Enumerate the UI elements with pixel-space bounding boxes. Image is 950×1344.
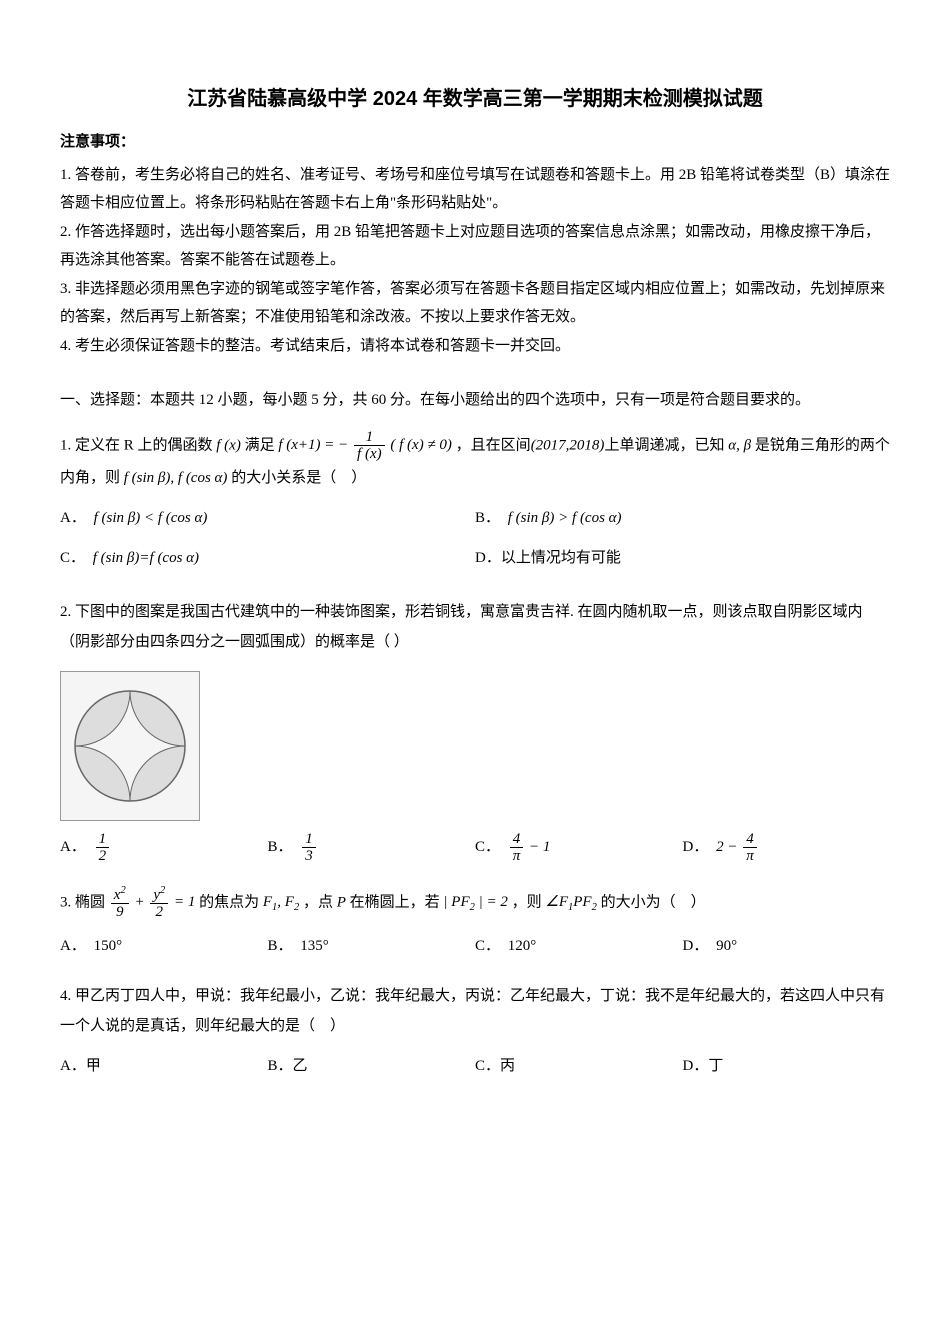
q3-opt-d: D． 90° — [683, 931, 891, 961]
notice-2: 2. 作答选择题时，选出每小题答案后，用 2B 铅笔把答题卡上对应题目选项的答案… — [60, 218, 890, 275]
q1-opt-c-label: C． — [60, 550, 85, 566]
q2-options: A． 12 B． 13 C． 4π − 1 D． 2 − 4π — [60, 831, 890, 871]
q4-opt-d: D．丁 — [683, 1051, 891, 1081]
q1-opt-a: A． f (sin β) < f (cos α) — [60, 503, 475, 533]
q3-opt-d-val: 90° — [716, 938, 737, 954]
q1-interval: (2017,2018) — [531, 437, 605, 453]
q3-opt-b-val: 135° — [300, 938, 329, 954]
q1-fcomp: f (sin β), f (cos α) — [124, 470, 228, 486]
q2-opt-b-label: B． — [268, 839, 293, 855]
q1-fx: f (x) — [216, 437, 241, 453]
q3-mid1: 的焦点为 — [199, 894, 263, 910]
section-1-header: 一、选择题：本题共 12 小题，每小题 5 分，共 60 分。在每小题给出的四个… — [60, 386, 890, 415]
q1-prefix: 1. 定义在 R 上的偶函数 — [60, 437, 216, 453]
q4-text: 4. 甲乙丙丁四人中，甲说：我年纪最小，乙说：我年纪最大，丙说：乙年纪最大，丁说… — [60, 981, 890, 1041]
q1-eq: f (x+1) = − 1f (x) ( f (x) ≠ 0) — [278, 437, 455, 453]
q3-opt-a: A． 150° — [60, 931, 268, 961]
q1-mid3: 上单调递减，已知 — [604, 437, 724, 453]
q3-pf2: | PF2 | = 2 — [443, 894, 507, 910]
question-2: 2. 下图中的图案是我国古代建筑中的一种装饰图案，形若铜钱，寓意富贵吉祥. 在圆… — [60, 597, 890, 871]
q3-opt-b-label: B． — [268, 938, 293, 954]
q3-opt-a-val: 150° — [94, 938, 123, 954]
question-1: 1. 定义在 R 上的偶函数 f (x) 满足 f (x+1) = − 1f (… — [60, 429, 890, 583]
q1-mid5: 的大小关系是（ ） — [227, 470, 366, 486]
q3-angle: ∠F1PF2 — [545, 894, 596, 910]
q3-ellipse: x29 + y22 = 1 — [109, 894, 199, 910]
q1-mid2: ，且在区间 — [456, 437, 531, 453]
q2-text: 2. 下图中的图案是我国古代建筑中的一种装饰图案，形若铜钱，寓意富贵吉祥. 在圆… — [60, 597, 890, 657]
q2-opt-a-math: 12 — [96, 831, 110, 865]
q3-mid3: 在椭圆上，若 — [350, 894, 440, 910]
q3-opt-c-label: C． — [475, 938, 500, 954]
q2-opt-c: C． 4π − 1 — [475, 831, 683, 865]
q3-prefix: 3. 椭圆 — [60, 894, 109, 910]
q2-opt-c-math: 4π − 1 — [508, 839, 551, 855]
q3-foci: F1, F2 — [263, 894, 299, 910]
q2-opt-a: A． 12 — [60, 831, 268, 865]
q1-ab: α, β — [724, 437, 754, 453]
q4-opt-b: B．乙 — [268, 1051, 476, 1081]
q3-opt-b: B． 135° — [268, 931, 476, 961]
q1-opt-d-label: D．以上情况均有可能 — [475, 550, 621, 566]
q1-opt-b: B． f (sin β) > f (cos α) — [475, 503, 890, 533]
q3-mid2: ，点 — [303, 894, 337, 910]
notice-1: 1. 答卷前，考生务必将自己的姓名、准考证号、考场号和座位号填写在试题卷和答题卡… — [60, 161, 890, 218]
q1-options: A． f (sin β) < f (cos α) B． f (sin β) > … — [60, 503, 890, 583]
q3-mid4: ，则 — [512, 894, 542, 910]
q3-opt-a-label: A． — [60, 938, 86, 954]
q4-options: A．甲 B．乙 C．丙 D．丁 — [60, 1051, 890, 1087]
q1-opt-d: D．以上情况均有可能 — [475, 543, 890, 573]
q4-opt-c: C．丙 — [475, 1051, 683, 1081]
question-3: 3. 椭圆 x29 + y22 = 1 的焦点为 F1, F2 ，点 P 在椭圆… — [60, 885, 890, 967]
q2-opt-a-label: A． — [60, 839, 86, 855]
q3-opt-c: C． 120° — [475, 931, 683, 961]
q1-opt-a-label: A． — [60, 510, 86, 526]
q2-figure — [60, 671, 200, 821]
q3-p: P — [337, 894, 346, 910]
q2-opt-d-label: D． — [683, 839, 709, 855]
q2-opt-c-label: C． — [475, 839, 500, 855]
notice-header: 注意事项： — [60, 128, 890, 157]
q1-opt-c: C． f (sin β)=f (cos α) — [60, 543, 475, 573]
q3-mid5: 的大小为（ ） — [601, 894, 706, 910]
q1-opt-b-math: f (sin β) > f (cos α) — [508, 510, 622, 526]
q2-opt-d-math: 2 − 4π — [716, 839, 759, 855]
q2-opt-b: B． 13 — [268, 831, 476, 865]
q3-opt-d-label: D． — [683, 938, 709, 954]
q2-opt-b-math: 13 — [302, 831, 316, 865]
q1-mid1: 满足 — [245, 437, 279, 453]
q3-opt-c-val: 120° — [508, 938, 537, 954]
q4-opt-a: A．甲 — [60, 1051, 268, 1081]
q1-opt-c-math: f (sin β)=f (cos α) — [93, 550, 199, 566]
q2-opt-d: D． 2 − 4π — [683, 831, 891, 865]
q3-options: A． 150° B． 135° C． 120° D． 90° — [60, 931, 890, 967]
question-4: 4. 甲乙丙丁四人中，甲说：我年纪最小，乙说：我年纪最大，丙说：乙年纪最大，丁说… — [60, 981, 890, 1087]
q1-opt-b-label: B． — [475, 510, 500, 526]
notice-4: 4. 考生必须保证答题卡的整洁。考试结束后，请将本试卷和答题卡一并交回。 — [60, 332, 890, 361]
q1-opt-a-math: f (sin β) < f (cos α) — [94, 510, 208, 526]
notice-3: 3. 非选择题必须用黑色字迹的钢笔或签字笔作答，答案必须写在答题卡各题目指定区域… — [60, 275, 890, 332]
page-title: 江苏省陆慕高级中学 2024 年数学高三第一学期期末检测模拟试题 — [60, 80, 890, 118]
